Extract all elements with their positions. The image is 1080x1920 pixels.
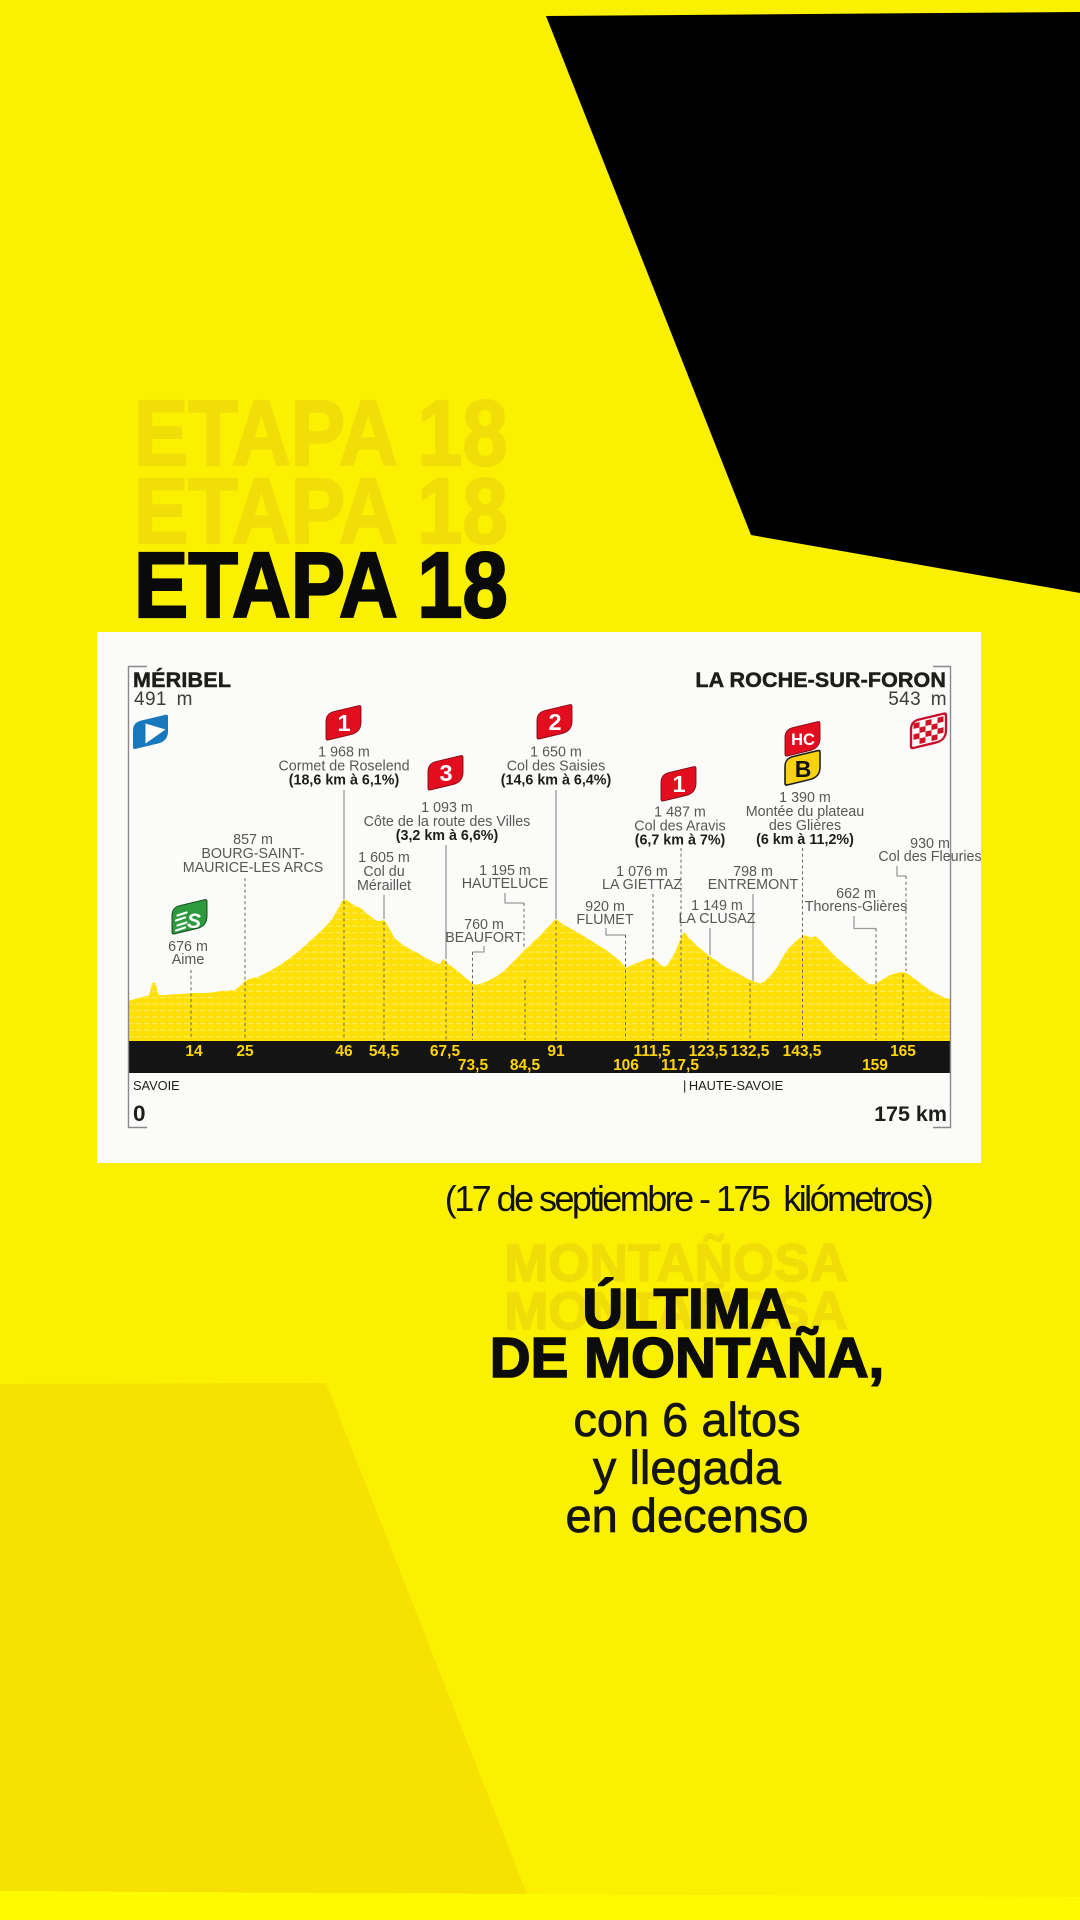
svg-text:1: 1 <box>672 771 685 797</box>
svg-text:1: 1 <box>337 710 350 736</box>
svg-text:BEAUFORT: BEAUFORT <box>445 930 523 946</box>
svg-text:| HAUTE-SAVOIE: | HAUTE-SAVOIE <box>683 1078 783 1093</box>
svg-text:662 m: 662 m <box>836 886 876 902</box>
svg-text:46: 46 <box>335 1043 353 1060</box>
svg-text:25: 25 <box>236 1043 254 1060</box>
svg-text:1 195 m: 1 195 m <box>479 863 531 879</box>
svg-text:Col des Aravis: Col des Aravis <box>634 819 725 835</box>
svg-text:HAUTELUCE: HAUTELUCE <box>462 876 549 892</box>
svg-text:Méraillet: Méraillet <box>357 878 411 894</box>
svg-text:165: 165 <box>890 1043 916 1060</box>
svg-text:Col des Fleuries: Col des Fleuries <box>878 849 981 865</box>
svg-text:MÉRIBEL: MÉRIBEL <box>133 667 231 692</box>
svg-text:159: 159 <box>862 1057 888 1074</box>
svg-text:HC: HC <box>791 731 815 749</box>
svg-text:B: B <box>795 756 812 782</box>
svg-text:73,5: 73,5 <box>458 1057 489 1074</box>
svg-text:123,5: 123,5 <box>689 1043 728 1060</box>
svg-text:Montée du plateau: Montée du plateau <box>746 804 864 820</box>
svg-text:SAVOIE: SAVOIE <box>133 1078 180 1093</box>
svg-text:91: 91 <box>547 1043 565 1060</box>
svg-text:Cormet de Roselend: Cormet de Roselend <box>278 759 409 775</box>
svg-text:S: S <box>187 910 201 933</box>
svg-text:798 m: 798 m <box>733 864 773 880</box>
svg-text:MAURICE-LES ARCS: MAURICE-LES ARCS <box>183 860 324 876</box>
svg-text:1 968 m: 1 968 m <box>318 745 370 761</box>
svg-text:111,5: 111,5 <box>633 1043 670 1060</box>
svg-text:175 km: 175 km <box>874 1102 947 1126</box>
svg-text:67,5: 67,5 <box>430 1043 461 1060</box>
svg-text:des Glières: des Glières <box>769 818 841 834</box>
svg-text:106: 106 <box>613 1057 639 1074</box>
svg-text:1 093 m: 1 093 m <box>421 800 473 816</box>
svg-text:LA ROCHE-SUR-FORON: LA ROCHE-SUR-FORON <box>695 668 946 692</box>
svg-text:920 m: 920 m <box>585 899 625 915</box>
svg-text:Aime: Aime <box>172 952 205 968</box>
svg-text:3: 3 <box>439 760 452 786</box>
svg-text:1 076 m: 1 076 m <box>616 864 668 880</box>
svg-text:857 m: 857 m <box>233 832 273 848</box>
svg-text:BOURG-SAINT-: BOURG-SAINT- <box>201 846 305 862</box>
svg-text:Col des Saisies: Col des Saisies <box>507 759 606 775</box>
svg-text:491 m: 491 m <box>134 689 193 710</box>
svg-text:(6 km à 11,2%): (6 km à 11,2%) <box>756 832 854 848</box>
svg-text:543 m: 543 m <box>888 689 947 710</box>
svg-text:760 m: 760 m <box>464 917 504 933</box>
svg-text:(14,6 km à 6,4%): (14,6 km à 6,4%) <box>501 773 612 789</box>
svg-text:LA CLUSAZ: LA CLUSAZ <box>678 911 755 927</box>
svg-text:(6,7 km à 7%): (6,7 km à 7%) <box>635 833 726 849</box>
svg-text:Côte de la route des Villes: Côte de la route des Villes <box>364 814 531 830</box>
svg-text:LA GIETTAZ: LA GIETTAZ <box>602 877 682 893</box>
svg-text:143,5: 143,5 <box>783 1043 822 1060</box>
svg-text:930 m: 930 m <box>910 836 950 852</box>
svg-text:1 487 m: 1 487 m <box>654 805 706 821</box>
svg-text:132,5: 132,5 <box>731 1043 770 1060</box>
svg-text:14: 14 <box>185 1043 203 1060</box>
svg-text:54,5: 54,5 <box>369 1043 400 1060</box>
svg-text:1 390 m: 1 390 m <box>779 790 831 806</box>
svg-text:FLUMET: FLUMET <box>576 912 633 928</box>
svg-text:ENTREMONT: ENTREMONT <box>708 877 799 893</box>
svg-text:(18,6 km à 6,1%): (18,6 km à 6,1%) <box>289 773 400 789</box>
svg-text:2: 2 <box>548 709 561 735</box>
svg-text:84,5: 84,5 <box>510 1057 541 1074</box>
svg-text:1 650 m: 1 650 m <box>530 745 582 761</box>
svg-text:0: 0 <box>133 1101 146 1126</box>
svg-text:1 605 m: 1 605 m <box>358 850 410 866</box>
svg-text:Thorens-Glières: Thorens-Glières <box>805 899 908 915</box>
svg-text:Col du: Col du <box>363 864 404 880</box>
svg-text:1 149 m: 1 149 m <box>691 898 743 914</box>
svg-text:117,5: 117,5 <box>661 1057 699 1074</box>
svg-text:(3,2 km à 6,6%): (3,2 km à 6,6%) <box>396 828 499 844</box>
svg-text:676 m: 676 m <box>168 939 208 955</box>
